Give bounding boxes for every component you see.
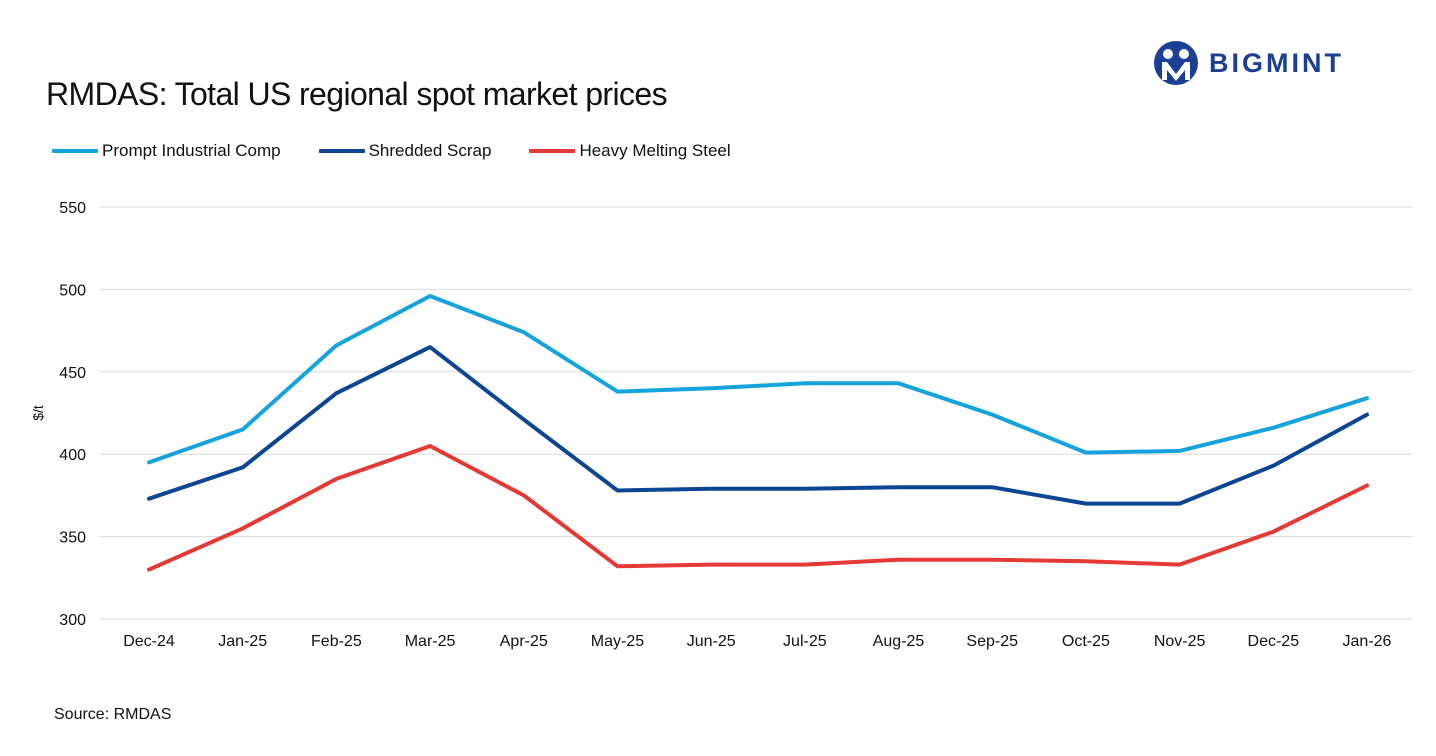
- legend-swatch-prompt-industrial-comp: [52, 149, 98, 153]
- y-tick-label: 550: [59, 200, 86, 217]
- legend-item-heavy-melting-steel: Heavy Melting Steel: [529, 141, 731, 161]
- legend: Prompt Industrial Comp Shredded Scrap He…: [52, 141, 769, 161]
- brand-logo: BIGMINT: [1153, 40, 1344, 86]
- x-tick-label: Jan-25: [218, 633, 267, 650]
- x-tick-label: Jun-25: [687, 633, 736, 650]
- bigmint-logo-icon: [1154, 41, 1198, 85]
- y-tick-label: 350: [59, 530, 86, 547]
- x-tick-label: Feb-25: [311, 633, 362, 650]
- legend-label: Prompt Industrial Comp: [102, 141, 281, 160]
- legend-swatch-shredded-scrap: [318, 149, 365, 153]
- y-tick-label: 400: [59, 447, 86, 464]
- x-tick-label: Apr-25: [500, 633, 548, 650]
- chart-title: RMDAS: Total US regional spot market pri…: [46, 76, 668, 112]
- legend-swatch-heavy-melting-steel: [529, 149, 576, 153]
- y-tick-label: 300: [59, 612, 86, 629]
- series-line-shredded-scrap: [147, 345, 1369, 506]
- x-tick-label: Dec-24: [123, 633, 175, 650]
- x-tick-label: Jan-26: [1343, 633, 1392, 650]
- series-line-heavy-melting-steel: [147, 444, 1369, 572]
- x-tick-label: Sep-25: [966, 633, 1018, 650]
- x-tick-label: Nov-25: [1154, 633, 1206, 650]
- series-line-prompt-industrial-comp: [147, 294, 1369, 465]
- x-tick-label: Mar-25: [405, 633, 456, 650]
- y-tick-label: 500: [59, 282, 86, 299]
- x-tick-label: Dec-25: [1248, 633, 1300, 650]
- x-tick-label: Jul-25: [783, 633, 827, 650]
- y-axis-label: $/t: [30, 405, 46, 421]
- legend-label: Shredded Scrap: [368, 141, 492, 160]
- x-tick-label: Oct-25: [1062, 633, 1110, 650]
- legend-item-prompt-industrial-comp: Prompt Industrial Comp: [52, 141, 281, 161]
- legend-item-shredded-scrap: Shredded Scrap: [318, 141, 492, 161]
- x-tick-label: May-25: [591, 633, 644, 650]
- x-tick-label: Aug-25: [873, 633, 925, 650]
- y-tick-label: 450: [59, 365, 86, 382]
- source-note: Source: RMDAS: [54, 706, 172, 723]
- legend-label: Heavy Melting Steel: [579, 141, 731, 160]
- brand-name: BIGMINT: [1209, 47, 1344, 78]
- line-chart: 300 350 400 450 500 550 Dec-24 Jan-25 Feb-25 Mar-…: [30, 200, 1412, 650]
